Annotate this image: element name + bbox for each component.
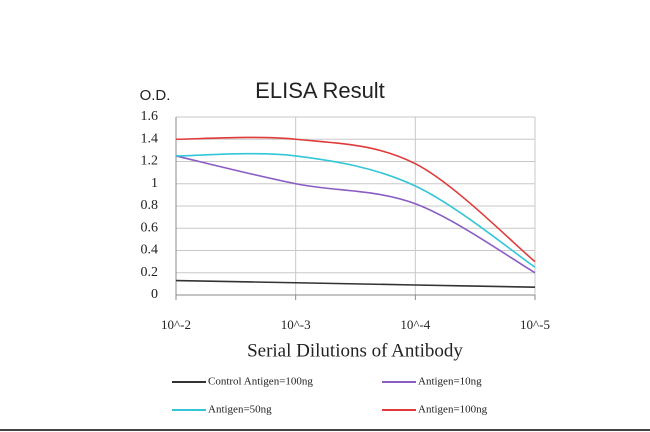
y-tick-label: 1 (151, 176, 158, 191)
y-tick-label: 0.4 (141, 243, 159, 258)
y-tick-label: 0 (151, 287, 158, 302)
y-tick-label: 0.2 (141, 265, 159, 280)
legend-label: Antigen=100ng (418, 404, 488, 416)
y-tick-label: 0.6 (141, 220, 159, 235)
y-axis-label: O.D. (140, 87, 171, 104)
y-tick-label: 1.6 (141, 109, 159, 124)
y-tick-label: 1.2 (141, 154, 159, 169)
x-tick-label: 10^-3 (281, 317, 311, 332)
chart-title: ELISA Result (255, 78, 385, 103)
x-axis-label: Serial Dilutions of Antibody (247, 340, 463, 361)
legend-label: Antigen=10ng (418, 376, 482, 388)
chart: ELISA Result O.D. Serial Dilutions of An… (0, 0, 650, 432)
background (0, 0, 650, 432)
x-tick-label: 10^-4 (400, 317, 430, 332)
y-tick-label: 1.4 (141, 131, 159, 146)
x-tick-label: 10^-5 (520, 317, 550, 332)
legend-label: Control Antigen=100ng (208, 376, 313, 388)
legend-label: Antigen=50ng (208, 404, 272, 416)
x-tick-label: 10^-2 (161, 317, 191, 332)
y-tick-label: 0.8 (141, 198, 159, 213)
